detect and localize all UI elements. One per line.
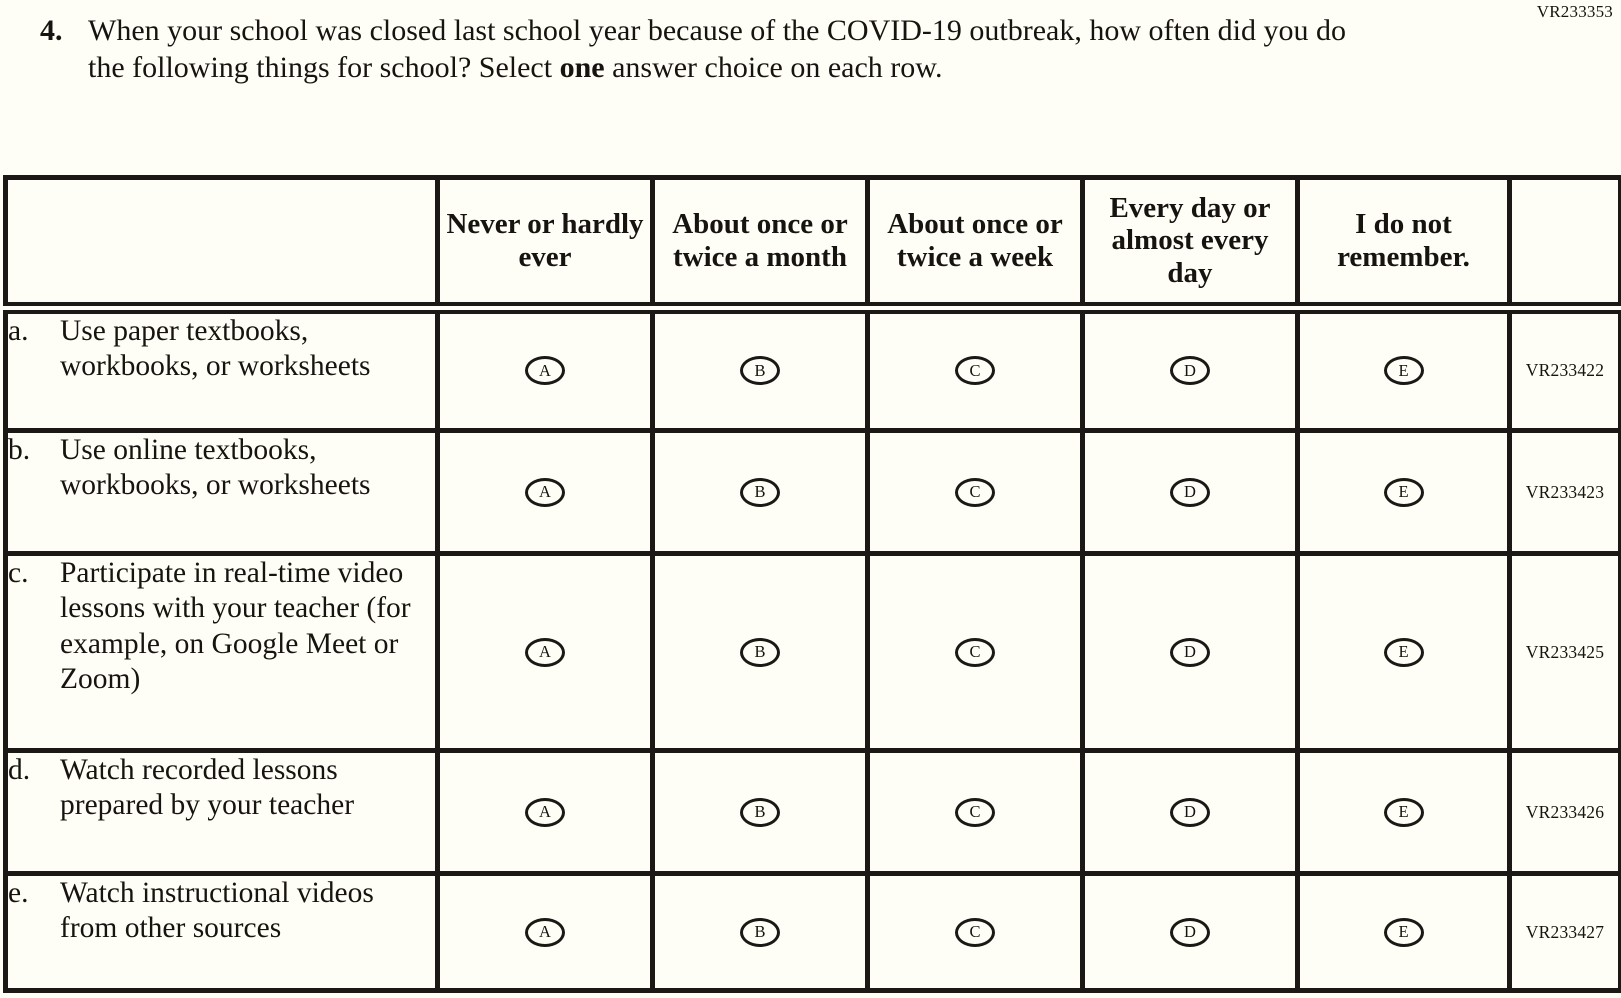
row-label-b: b. — [8, 434, 31, 466]
answer-bubble-a-D[interactable]: D — [1170, 356, 1210, 386]
answer-bubble-e-C[interactable]: C — [955, 917, 995, 947]
table-row-c: c. Participate in real-time video lesson… — [3, 551, 1621, 753]
question-block: 4. When your school was closed last scho… — [40, 13, 1370, 87]
answer-bubble-b-B[interactable]: B — [740, 477, 780, 507]
answer-bubble-d-A[interactable]: A — [525, 797, 565, 827]
row-code-a: VR233422 — [1507, 305, 1621, 433]
question-text-before: When your school was closed last school … — [88, 14, 1347, 84]
row-code-b: VR233423 — [1507, 428, 1621, 556]
row-text-d: Watch recorded lessons prepared by your … — [60, 754, 355, 822]
question-text-after: answer choice on each row. — [604, 50, 943, 84]
column-header-never: Never or hardly ever — [435, 175, 655, 314]
row-item-d: d. Watch recorded lessons prepared by yo… — [3, 748, 440, 876]
row-text-a: Use paper textbooks, workbooks, or works… — [60, 314, 371, 382]
answer-bubble-c-D[interactable]: D — [1170, 637, 1210, 667]
table-row-d: d. Watch recorded lessons prepared by yo… — [3, 748, 1621, 876]
row-label-d: d. — [8, 754, 31, 786]
answer-bubble-e-D[interactable]: D — [1170, 917, 1210, 947]
row-text-c: Participate in real-time video lessons w… — [60, 557, 411, 696]
table-row-e: e. Watch instructional videos from other… — [3, 871, 1621, 993]
row-code-c: VR233425 — [1507, 551, 1621, 753]
answer-bubble-e-A[interactable]: A — [525, 917, 565, 947]
answer-bubble-a-E[interactable]: E — [1383, 356, 1424, 386]
form-code: VR233353 — [1536, 2, 1613, 21]
row-item-c: c. Participate in real-time video lesson… — [3, 551, 440, 753]
column-header-month: About once or twice a month — [650, 175, 870, 314]
answer-bubble-e-B[interactable]: B — [740, 917, 780, 947]
answer-bubble-b-D[interactable]: D — [1170, 477, 1210, 507]
question-number: 4. — [40, 14, 63, 47]
column-header-week: About once or twice a week — [865, 175, 1085, 314]
row-label-a: a. — [8, 314, 29, 347]
answer-bubble-c-B[interactable]: B — [740, 637, 780, 667]
answer-bubble-d-C[interactable]: C — [955, 797, 995, 827]
table-row-b: b. Use online textbooks, workbooks, or w… — [3, 428, 1621, 556]
row-code-d: VR233426 — [1507, 748, 1621, 876]
answer-bubble-d-B[interactable]: B — [740, 797, 780, 827]
row-code-e: VR233427 — [1507, 871, 1621, 993]
row-item-e: e. Watch instructional videos from other… — [3, 871, 440, 993]
question-bold-word: one — [559, 50, 605, 84]
answer-bubble-d-D[interactable]: D — [1170, 797, 1210, 827]
column-header-everyday: Every day or almost every day — [1080, 175, 1300, 314]
header-row: Never or hardly ever About once or twice… — [3, 175, 1621, 314]
answer-bubble-c-A[interactable]: A — [525, 637, 565, 667]
answer-bubble-c-E[interactable]: E — [1383, 637, 1424, 667]
answer-bubble-b-A[interactable]: A — [525, 477, 565, 507]
row-text-b: Use online textbooks, workbooks, or work… — [60, 434, 371, 502]
answer-bubble-a-B[interactable]: B — [740, 356, 780, 386]
answer-bubble-b-E[interactable]: E — [1383, 477, 1424, 507]
row-label-e: e. — [8, 877, 29, 909]
answer-bubble-a-C[interactable]: C — [955, 356, 995, 386]
answer-bubble-d-E[interactable]: E — [1383, 797, 1424, 827]
row-item-b: b. Use online textbooks, workbooks, or w… — [3, 428, 440, 556]
answer-bubble-c-C[interactable]: C — [955, 637, 995, 667]
question-text: When your school was closed last school … — [88, 13, 1370, 87]
row-text-e: Watch instructional videos from other so… — [60, 877, 374, 945]
column-header-code — [1507, 175, 1621, 314]
answer-bubble-b-C[interactable]: C — [955, 477, 995, 507]
answer-bubble-e-E[interactable]: E — [1383, 917, 1424, 947]
question-table: Never or hardly ever About once or twice… — [3, 175, 1621, 993]
column-header-not-remember: I do not remember. — [1295, 175, 1512, 314]
row-item-a: a. Use paper textbooks, workbooks, or wo… — [3, 305, 440, 433]
column-header-item — [3, 175, 440, 314]
answer-bubble-a-A[interactable]: A — [525, 356, 565, 386]
table-row-a: a. Use paper textbooks, workbooks, or wo… — [3, 305, 1621, 433]
row-label-c: c. — [8, 557, 29, 589]
